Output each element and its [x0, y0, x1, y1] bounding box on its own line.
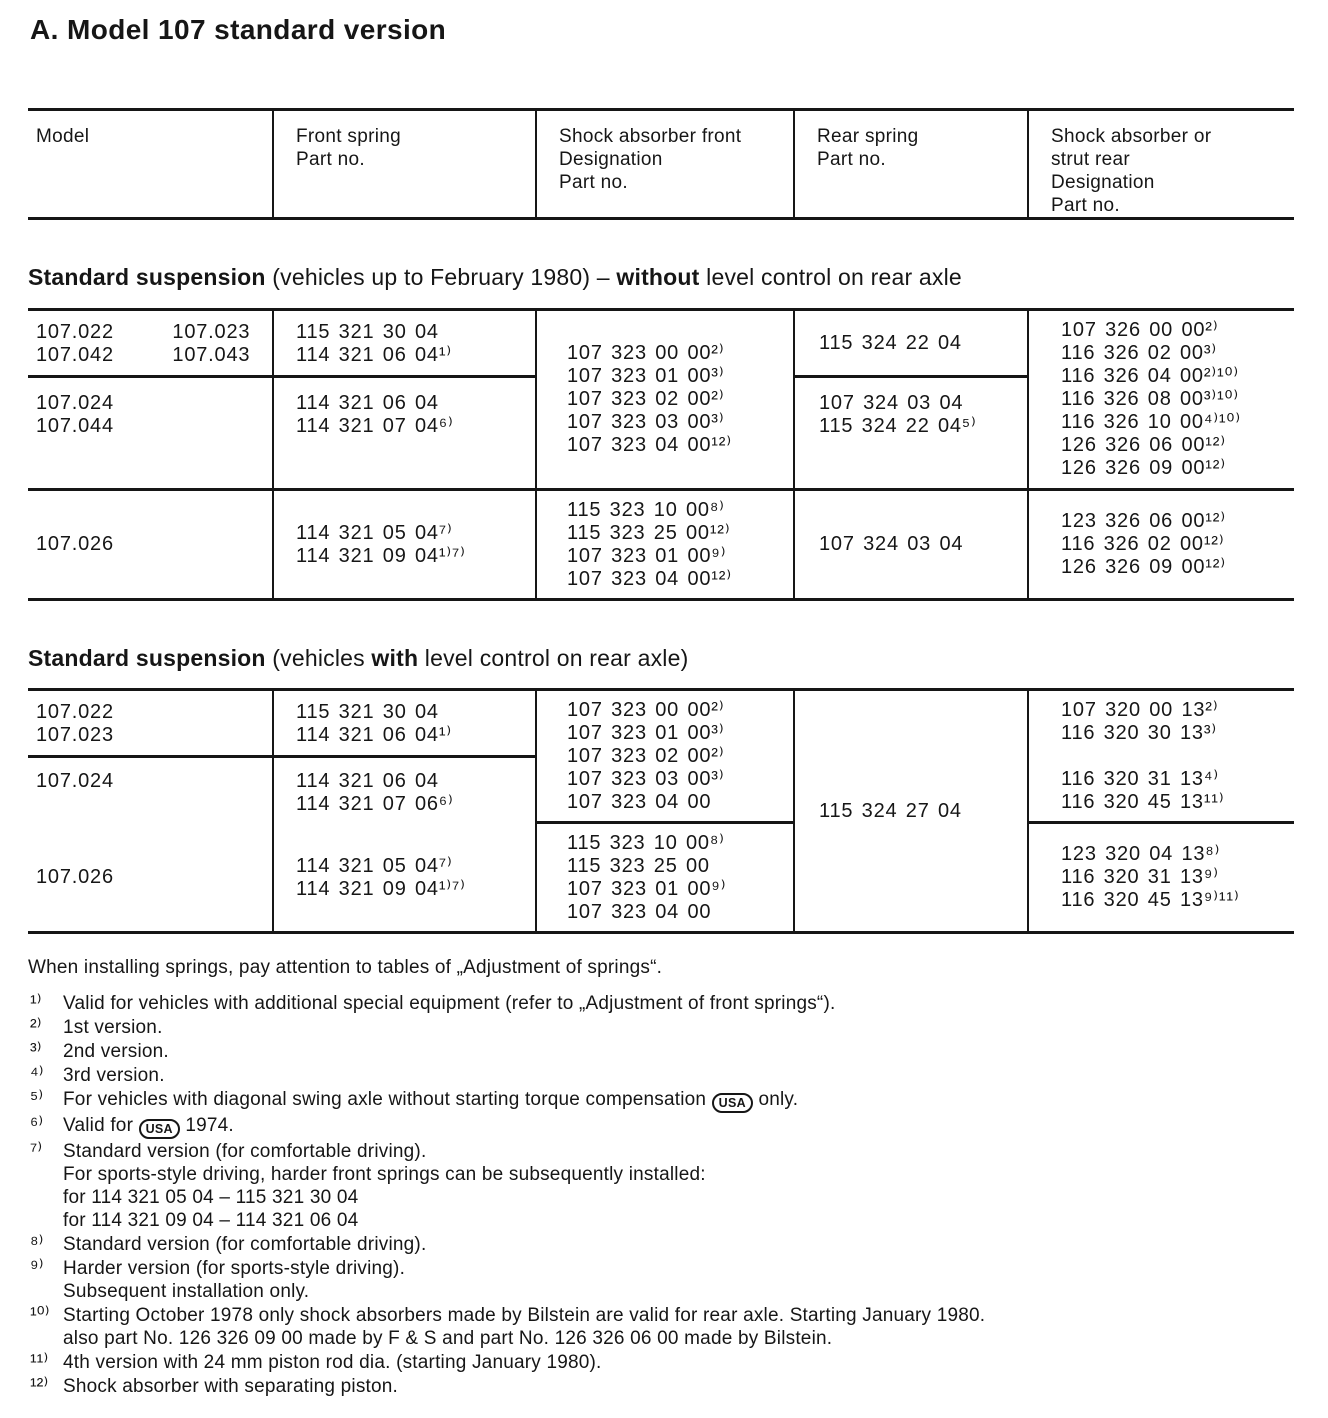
- footnote-12: ¹²⁾ Shock absorber with separating pisto…: [28, 1375, 1294, 1398]
- cell-shock-front: 107 323 00 00²⁾ 107 323 01 00³⁾ 107 323 …: [535, 691, 793, 824]
- footnote-11: ¹¹⁾ 4th version with 24 mm piston rod di…: [28, 1351, 1294, 1374]
- cell-model: 107.024: [36, 770, 114, 792]
- footnote-marker: ¹⁰⁾: [30, 1304, 50, 1326]
- footnote-marker: ⁵⁾: [30, 1088, 44, 1110]
- page-title: A. Model 107 standard version: [30, 14, 447, 45]
- section-heading-without-level-control: Standard suspension (vehicles up to Febr…: [28, 264, 1294, 291]
- section-heading-with-level-control: Standard suspension (vehicles with level…: [28, 645, 1294, 672]
- usa-badge: USA: [138, 1119, 180, 1139]
- column-header-shock-rear: Shock absorber or strut rear Designation…: [1027, 111, 1294, 217]
- cell-rear-spring: 107 324 03 04: [793, 488, 1027, 598]
- cell-model: 107.024 107.044: [36, 392, 114, 437]
- cell-rear-spring: 107 324 03 04 115 324 22 04⁵⁾: [793, 378, 1027, 488]
- cell-shock-front: 107 323 00 00²⁾ 107 323 01 00³⁾ 107 323 …: [535, 311, 793, 488]
- cell-front-spring: 114 321 06 04 114 321 07 04⁶⁾: [272, 378, 535, 488]
- footnote-marker: ⁸⁾: [30, 1233, 44, 1255]
- footnote-text: Shock absorber with separating piston.: [63, 1376, 399, 1397]
- footnote-marker: ³⁾: [30, 1040, 42, 1062]
- footnote-4: ⁴⁾ 3rd version.: [28, 1064, 1294, 1087]
- cell-front-spring: 114 321 05 04⁷⁾ 114 321 09 04¹⁾⁷⁾: [272, 824, 535, 931]
- footnote-text: 3rd version.: [63, 1065, 165, 1086]
- footnote-marker: ⁴⁾: [30, 1064, 44, 1086]
- cell-model: 107.022 107.023 107.042 107.043: [28, 311, 272, 378]
- footnote-text: Harder version (for sports-style driving…: [63, 1258, 406, 1302]
- footnote-marker: ¹²⁾: [30, 1375, 49, 1397]
- footnote-marker: ²⁾: [30, 1016, 42, 1038]
- footnote-marker: ¹¹⁾: [30, 1351, 49, 1373]
- footnote-text: Valid for USA 1974.: [63, 1114, 234, 1139]
- footnote-1: ¹⁾ Valid for vehicles with additional sp…: [28, 992, 1294, 1015]
- footnote-text: 1st version.: [63, 1017, 163, 1038]
- footnote-text: Valid for vehicles with additional speci…: [63, 993, 836, 1014]
- heading-segment: with: [371, 645, 419, 671]
- cell-model: 107.026: [36, 866, 114, 888]
- footnote-text: For vehicles with diagonal swing axle wi…: [63, 1088, 798, 1113]
- heading-segment: without: [616, 264, 700, 290]
- heading-segment: Standard suspension: [28, 645, 266, 671]
- footnote-6: ⁶⁾ Valid for USA 1974.: [28, 1114, 1294, 1139]
- footnote-text: 2nd version.: [63, 1041, 169, 1062]
- heading-segment: level control on rear axle: [699, 264, 962, 290]
- parts-table-without-level-control: 107.022 107.023 107.042 107.043 115 321 …: [28, 308, 1294, 601]
- cell-shock-rear: 123 320 04 13⁸⁾ 116 320 31 13⁹⁾ 116 320 …: [1027, 824, 1294, 931]
- cell-shock-front: 115 323 10 00⁸⁾ 115 323 25 00¹²⁾ 107 323…: [535, 488, 793, 598]
- header-table: Model Front spring Part no. Shock absorb…: [28, 108, 1294, 220]
- usa-badge: USA: [711, 1093, 753, 1113]
- cell-front-spring: 114 321 05 04⁷⁾ 114 321 09 04¹⁾⁷⁾: [272, 488, 535, 598]
- footnote-9: ⁹⁾ Harder version (for sports-style driv…: [28, 1257, 1294, 1303]
- footnote-7: ⁷⁾ Standard version (for comfortable dri…: [28, 1140, 1294, 1232]
- cell-shock-rear: 107 326 00 00²⁾ 116 326 02 00³⁾ 116 326 …: [1027, 311, 1294, 488]
- footnote-text: Starting October 1978 only shock absorbe…: [63, 1305, 986, 1349]
- footnote-8: ⁸⁾ Standard version (for comfortable dri…: [28, 1233, 1294, 1256]
- parts-table-with-level-control: 107.022 107.023 115 321 30 04 114 321 06…: [28, 688, 1294, 934]
- footnote-marker: ⁹⁾: [30, 1257, 44, 1279]
- cell-shock-rear: 123 326 06 00¹²⁾ 116 326 02 00¹²⁾ 126 32…: [1027, 488, 1294, 598]
- cell-front-spring: 115 321 30 04 114 321 06 04¹⁾: [272, 691, 535, 758]
- footnote-marker: ⁷⁾: [30, 1140, 43, 1162]
- heading-segment: (vehicles up to February 1980) –: [265, 264, 617, 290]
- footnote-text-segment: Valid for: [63, 1115, 139, 1136]
- footnote-text-segment: only.: [752, 1089, 799, 1110]
- footnote-marker: ⁶⁾: [30, 1114, 44, 1136]
- cell-shock-rear: 107 320 00 13²⁾ 116 320 30 13³⁾ 116 320 …: [1027, 691, 1294, 824]
- footnote-10: ¹⁰⁾ Starting October 1978 only shock abs…: [28, 1304, 1294, 1350]
- footnote-2: ²⁾ 1st version.: [28, 1016, 1294, 1039]
- column-header-rear-spring: Rear spring Part no.: [793, 111, 1027, 217]
- footnote-text: 4th version with 24 mm piston rod dia. (…: [63, 1352, 602, 1373]
- footnote-5: ⁵⁾ For vehicles with diagonal swing axle…: [28, 1088, 1294, 1113]
- footnote-text: Standard version (for comfortable drivin…: [63, 1234, 427, 1255]
- footnote-marker: ¹⁾: [30, 992, 42, 1014]
- cell-shock-front: 115 323 10 00⁸⁾ 115 323 25 00 107 323 01…: [535, 824, 793, 931]
- footnote-text-segment: 1974.: [179, 1115, 234, 1136]
- column-header-shock-front: Shock absorber front Designation Part no…: [535, 111, 793, 217]
- cell-front-spring: 115 321 30 04 114 321 06 04¹⁾: [272, 311, 535, 378]
- footnotes-list: ¹⁾ Valid for vehicles with additional sp…: [28, 992, 1294, 1398]
- column-header-front-spring: Front spring Part no.: [272, 111, 535, 217]
- cell-model: 107.022 107.023: [28, 691, 272, 758]
- cell-rear-spring: 115 324 27 04: [793, 691, 1027, 931]
- document-page: A. Model 107 standard version Model Fron…: [28, 14, 1294, 1398]
- cell-model: 107.026: [28, 488, 272, 598]
- cell-front-spring: 114 321 06 04 114 321 07 06⁶⁾: [272, 758, 535, 824]
- heading-segment: level control on rear axle): [418, 645, 689, 671]
- column-header-model: Model: [36, 126, 90, 147]
- footnote-text: Standard version (for comfortable drivin…: [63, 1141, 706, 1231]
- footnote-3: ³⁾ 2nd version.: [28, 1040, 1294, 1063]
- installation-note: When installing springs, pay attention t…: [28, 957, 663, 978]
- cell-rear-spring: 115 324 22 04: [793, 311, 1027, 378]
- footnote-text-segment: For vehicles with diagonal swing axle wi…: [63, 1089, 712, 1110]
- heading-segment: Standard suspension: [28, 264, 266, 290]
- heading-segment: (vehicles: [265, 645, 372, 671]
